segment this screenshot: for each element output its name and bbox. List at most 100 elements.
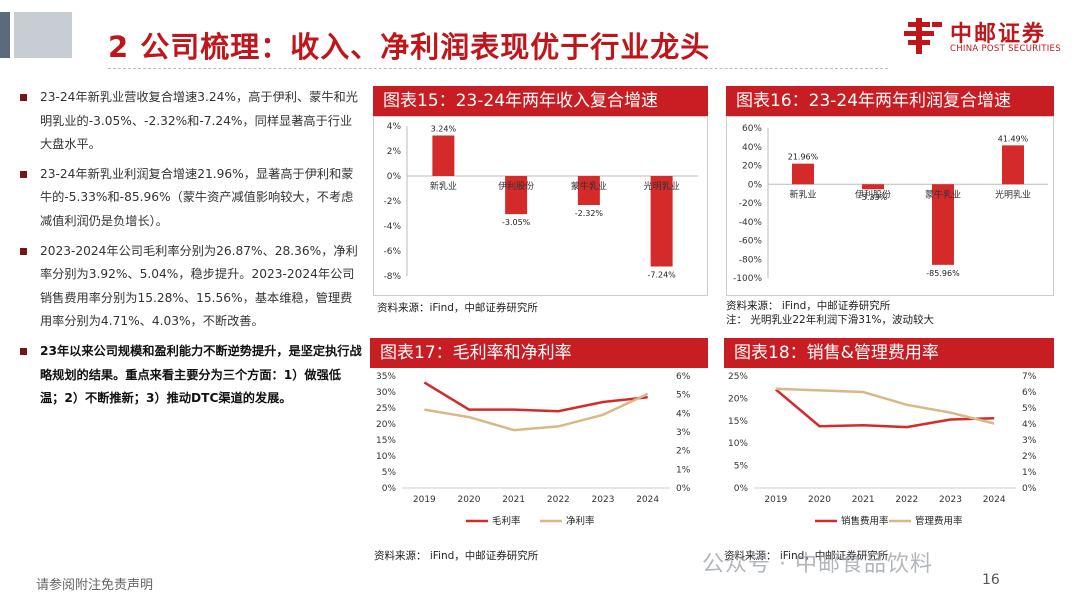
- disclaimer-note: 请参阅附注免责声明: [36, 578, 154, 593]
- category-label: 伊利股份: [498, 180, 534, 192]
- legend-label: 毛利率: [492, 515, 521, 527]
- x-tick-label: 2022: [895, 495, 918, 505]
- y-tick-label: -8%: [383, 272, 401, 282]
- chart-17-svg: 35% 30% 25% 20% 15% 10% 5% 0% 6% 5% 4% 3% 2% 1% 0% 2019…: [376, 372, 691, 527]
- y-tick-label: -100%: [733, 274, 762, 284]
- chart-title: 图表15：23-24年两年收入复合增速: [373, 86, 708, 116]
- y-tick-label: 40%: [742, 143, 762, 153]
- y-left-tick-label: 20%: [728, 394, 748, 404]
- logo-mark-icon: [904, 18, 942, 54]
- chart-18-svg: 25% 20% 15% 10% 5% 0% 7% 6% 5% 4% 3% 2% 1% 0% 2019 2020…: [728, 372, 1037, 527]
- y-tick-label: -2%: [383, 197, 401, 207]
- x-tick-label: 2022: [547, 495, 570, 505]
- y-left-tick-label: 15%: [728, 417, 748, 427]
- y-left-tick-label: 20%: [376, 420, 396, 430]
- y-tick-label: -4%: [383, 222, 401, 232]
- series-line: [775, 387, 995, 425]
- bar: [577, 176, 600, 205]
- y-right-tick-label: 0%: [676, 484, 691, 494]
- legend-label: 净利率: [566, 515, 595, 527]
- y-right-tick-label: 6%: [676, 372, 691, 382]
- bar: [932, 184, 954, 265]
- data-label: -3.05%: [502, 218, 531, 227]
- y-right-tick-label: 4%: [1022, 420, 1037, 430]
- header-accent-block: [14, 12, 72, 58]
- y-right-tick-label: 3%: [1022, 436, 1037, 446]
- chart-panel-15: 图表15：23-24年两年收入复合增速 4% 2% 0% -2% -4% -6% -8% 3.…: [373, 86, 708, 316]
- chart-16-svg: 60% 40% 20% 0% -20% -40% -60% -80% -100% 21.96% 新乳…: [733, 124, 1048, 284]
- y-tick-label: 4%: [387, 122, 402, 132]
- watermark: 公众号 · 中邮食品饮料: [702, 552, 933, 577]
- chart-frame: [373, 116, 708, 296]
- bar: [432, 135, 455, 176]
- page-title: 2 公司梳理：收入、净利润表现优于行业龙头: [108, 30, 711, 64]
- x-tick-label: 2024: [636, 495, 659, 505]
- series-line: [774, 388, 995, 429]
- y-tick-label: 20%: [742, 162, 762, 172]
- y-left-tick-label: 10%: [728, 439, 748, 449]
- chart-frame: [726, 116, 1054, 296]
- y-tick-label: -60%: [739, 237, 763, 247]
- chart-panel-17: 图表17：毛利率和净利率 35% 30% 25% 20% 15% 10% 5% 0% 6% 5% 4…: [370, 338, 708, 568]
- company-logo: 中邮证券 CHINA POST SECURITIES: [904, 16, 1074, 60]
- y-left-tick-label: 0%: [382, 484, 397, 494]
- x-tick-label: 2019: [764, 495, 787, 505]
- y-right-tick-label: 4%: [676, 409, 691, 419]
- y-left-tick-label: 25%: [376, 404, 396, 414]
- chart-title: 图表17：毛利率和净利率: [370, 338, 708, 368]
- bullet-item: 23-24年新乳业营收复合增速3.24%，高于伊利、蒙牛和光明乳业的-3.05%…: [18, 86, 363, 157]
- chart-source: 资料来源： iFind，中邮证券研究所: [374, 550, 539, 562]
- header-accent-bar: [0, 12, 10, 58]
- bullet-item-highlight: 23年以来公司规模和盈利能力不断逆势提升，是坚定执行战略规划的结果。重点来看主要…: [18, 340, 363, 411]
- category-label: 光明乳业: [644, 180, 680, 192]
- y-right-tick-label: 5%: [676, 391, 691, 401]
- chart-title: 图表16：23-24年两年利润复合增速: [726, 86, 1054, 116]
- bullet-item: 2023-2024年公司毛利率分别为26.87%、28.36%，净利率分别为3.…: [18, 240, 363, 334]
- y-left-tick-label: 15%: [376, 436, 396, 446]
- x-tick-label: 2023: [939, 495, 962, 505]
- x-tick-label: 2023: [592, 495, 615, 505]
- category-label: 光明乳业: [995, 188, 1031, 200]
- y-left-tick-label: 5%: [734, 462, 749, 472]
- x-tick-label: 2021: [502, 495, 525, 505]
- y-tick-label: -80%: [739, 255, 763, 265]
- y-tick-label: -6%: [383, 247, 401, 257]
- data-label: -7.24%: [647, 271, 676, 280]
- data-label: 21.96%: [788, 153, 819, 162]
- data-label: 41.49%: [998, 134, 1029, 143]
- y-tick-label: 2%: [387, 147, 402, 157]
- category-label: 新乳业: [789, 188, 816, 200]
- legend-label: 管理费用率: [915, 515, 963, 527]
- y-tick-label: 0%: [748, 180, 763, 190]
- category-label: 新乳业: [430, 180, 457, 192]
- y-right-tick-label: 1%: [676, 465, 691, 475]
- bullet-item: 23-24年新乳业利润复合增速21.96%，显著高于伊利和蒙牛的-5.33%和-…: [18, 163, 363, 234]
- series-line: [423, 381, 648, 413]
- y-right-tick-label: 5%: [1022, 404, 1037, 414]
- chart-note: 注： 光明乳业22年利润下滑31%，波动较大: [726, 314, 935, 326]
- chart-source: 资料来源： iFind，中邮证券研究所: [726, 300, 891, 312]
- y-right-tick-label: 2%: [676, 447, 691, 457]
- bar: [650, 176, 673, 267]
- y-right-tick-label: 3%: [676, 428, 691, 438]
- x-tick-label: 2020: [458, 495, 481, 505]
- y-tick-label: 0%: [387, 172, 402, 182]
- y-tick-label: -20%: [739, 199, 763, 209]
- y-right-tick-label: 7%: [1022, 372, 1037, 382]
- series-line: [424, 392, 649, 432]
- chart-source: 资料来源： iFind，中邮证券研究所: [724, 550, 889, 562]
- title-divider: [108, 68, 888, 69]
- logo-english-name: CHINA POST SECURITIES: [950, 44, 1061, 54]
- x-tick-label: 2019: [413, 495, 436, 505]
- y-right-tick-label: 1%: [1022, 468, 1037, 478]
- category-label: 伊利股份: [855, 188, 891, 200]
- y-right-tick-label: 2%: [1022, 452, 1037, 462]
- chart-panel-16: 图表16：23-24年两年利润复合增速 60% 40% 20% 0% -20% -40% -…: [726, 86, 1054, 326]
- y-tick-label: 60%: [742, 124, 762, 134]
- y-left-tick-label: 5%: [382, 468, 397, 478]
- bar: [862, 184, 884, 190]
- y-right-tick-label: 0%: [1022, 484, 1037, 494]
- bar: [792, 163, 814, 185]
- y-left-tick-label: 0%: [734, 484, 749, 494]
- data-label: -2.32%: [575, 209, 604, 218]
